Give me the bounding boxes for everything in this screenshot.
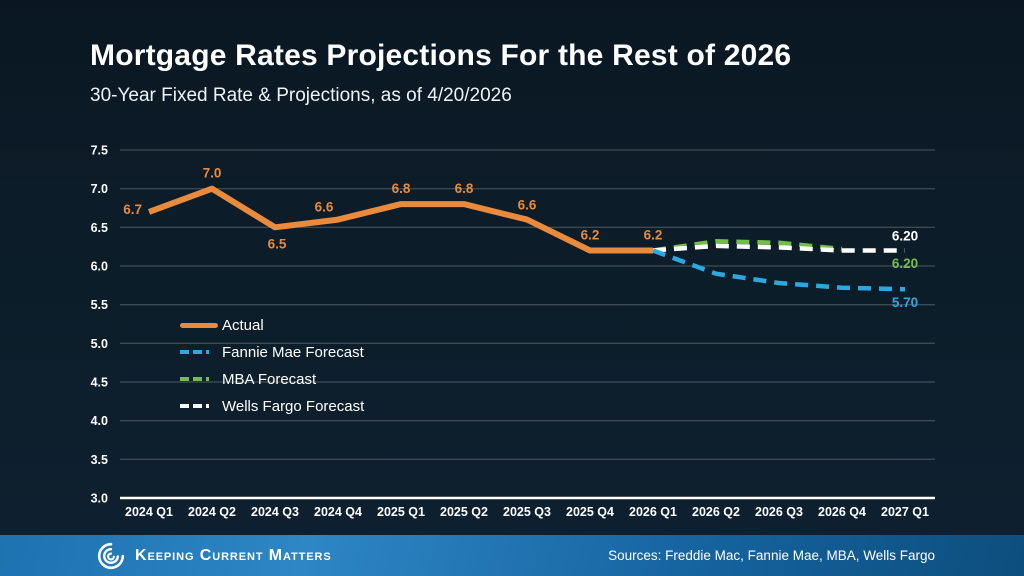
x-tick-label: 2026 Q3 [755, 505, 803, 519]
forecast-end-label: 6.20 [892, 229, 918, 244]
x-tick-label: 2025 Q3 [503, 505, 551, 519]
legend-dashed-line-icon [180, 377, 218, 381]
series-line-2 [652, 239, 843, 253]
x-tick-label: 2025 Q2 [440, 505, 488, 519]
data-point-label: 6.2 [581, 228, 600, 243]
legend-item: MBA Forecast [180, 370, 364, 388]
data-point-label: 6.8 [392, 181, 411, 196]
chart-legend: Actual Fannie Mae Forecast MBA Forecast Wel… [180, 316, 364, 424]
legend-label: Actual [222, 316, 264, 334]
legend-item: Wells Fargo Forecast [180, 397, 364, 415]
legend-item: Fannie Mae Forecast [180, 343, 364, 361]
legend-dashed-line-icon [180, 350, 218, 354]
legend-solid-line-icon [180, 322, 218, 328]
y-tick-label: 3.5 [91, 453, 108, 467]
data-point-label: 6.8 [455, 181, 474, 196]
y-tick-label: 4.0 [91, 414, 108, 428]
legend-dashed-line-icon [180, 404, 218, 408]
legend-label: Fannie Mae Forecast [222, 343, 364, 361]
data-point-label: 6.7 [123, 202, 142, 217]
data-point-label: 6.5 [268, 236, 287, 251]
y-tick-label: 6.0 [91, 260, 108, 274]
x-tick-label: 2024 Q3 [251, 505, 299, 519]
x-tick-label: 2024 Q4 [314, 505, 362, 519]
y-tick-label: 4.5 [91, 376, 108, 390]
forecast-end-label: 6.20 [892, 256, 918, 271]
data-point-label: 6.2 [644, 228, 663, 243]
x-tick-label: 2026 Q2 [692, 505, 740, 519]
y-tick-label: 7.0 [91, 182, 108, 196]
series-line-0 [147, 185, 653, 254]
chart-title: Mortgage Rates Projections For the Rest … [90, 39, 792, 72]
y-tick-label: 6.5 [91, 221, 108, 235]
legend-label: MBA Forecast [222, 370, 317, 388]
y-tick-label: 5.5 [91, 298, 108, 312]
sources-text: Sources: Freddie Mac, Fannie Mae, MBA, W… [608, 548, 935, 563]
series-line-1 [652, 248, 906, 292]
x-tick-label: 2026 Q4 [818, 505, 866, 519]
x-tick-label: 2025 Q4 [566, 505, 614, 519]
x-tick-label: 2027 Q1 [881, 505, 929, 519]
data-point-label: 7.0 [203, 166, 222, 181]
x-tick-label: 2026 Q1 [629, 505, 677, 519]
y-tick-label: 5.0 [91, 337, 108, 351]
brand-name: Keeping Current Matters [135, 546, 332, 564]
legend-label: Wells Fargo Forecast [222, 397, 365, 415]
data-point-label: 6.6 [315, 200, 334, 215]
footer-bar: Keeping Current Matters Sources: Freddie… [0, 535, 1024, 576]
x-tick-label: 2024 Q1 [125, 505, 173, 519]
forecast-end-label: 5.70 [892, 295, 918, 310]
y-tick-label: 7.5 [91, 144, 108, 158]
chart-subtitle: 30-Year Fixed Rate & Projections, as of … [90, 85, 512, 106]
brand-lockup: Keeping Current Matters [96, 541, 332, 571]
legend-item: Actual [180, 316, 364, 334]
kcm-swirl-icon [97, 542, 125, 569]
x-tick-label: 2024 Q2 [188, 505, 236, 519]
series-line-3 [652, 243, 905, 253]
y-tick-label: 3.0 [91, 492, 108, 506]
x-tick-label: 2025 Q1 [377, 505, 425, 519]
data-point-label: 6.6 [518, 198, 537, 213]
